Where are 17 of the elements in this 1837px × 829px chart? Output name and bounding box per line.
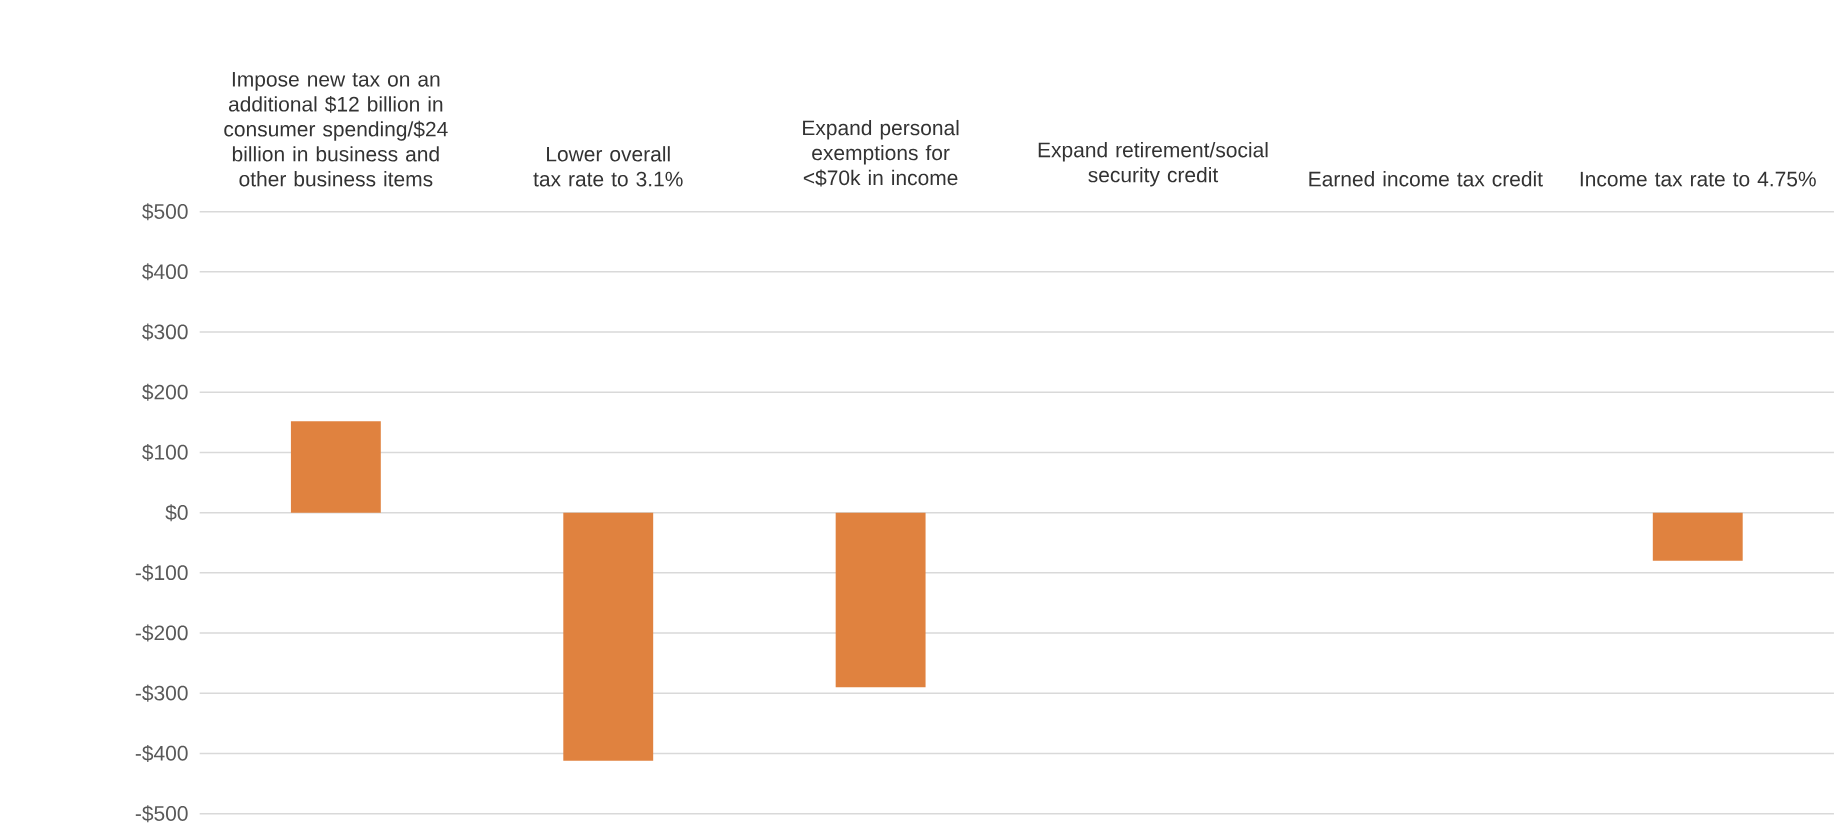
y-tick-label: $500 (142, 203, 188, 221)
x-tick-label: Income tax rate to 4.75% (1580, 171, 1816, 187)
x-tick-label: Lower overall tax rate to 3.1% (533, 146, 683, 187)
x-tick-label: Impose new tax on an additional $12 billion in consumer spending/$24 billion in business and other business items (224, 71, 448, 187)
x-tick-label: Expand personal exemptions for <$70k in income (803, 119, 959, 187)
y-tick-label: $400 (142, 263, 188, 281)
x-tick-label: Earned income tax credit (1309, 171, 1543, 187)
y-tick-label: -$400 (135, 744, 188, 762)
y-tick-label: -$200 (135, 624, 188, 642)
y-tick-label: $200 (142, 383, 188, 401)
y-tick-label: $300 (142, 323, 188, 341)
y-tick-label: -$300 (135, 684, 188, 702)
y-tick-label: -$500 (135, 805, 188, 823)
x-tick-label: Expand retirement/social security credit (1038, 141, 1268, 187)
y-tick-label: -$100 (135, 564, 188, 582)
y-tick-label: $0 (165, 504, 188, 522)
y-tick-label: $100 (142, 443, 188, 461)
